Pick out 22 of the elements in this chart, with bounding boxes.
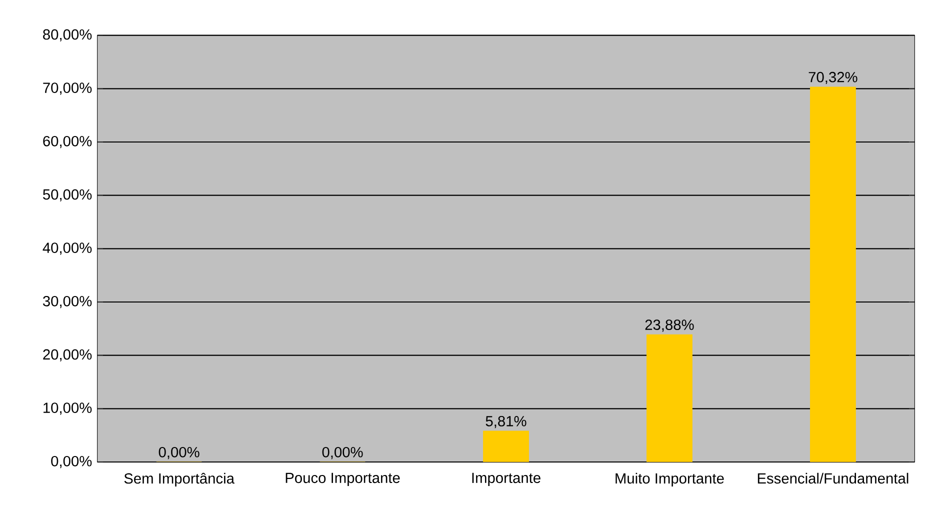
y-tick-label: 60,00% xyxy=(43,136,92,148)
bar xyxy=(646,334,692,462)
data-label: 5,81% xyxy=(486,416,526,428)
x-tick-label: Importante xyxy=(472,472,540,486)
data-label: 0,00% xyxy=(158,446,200,460)
x-tick-label: Pouco Importante xyxy=(286,472,400,486)
x-tick-label: Essencial/Fundamental xyxy=(758,472,908,484)
y-tick-label: 40,00% xyxy=(42,242,92,255)
y-tick-label: 30,00% xyxy=(43,296,92,308)
data-label: 23,88% xyxy=(645,320,694,332)
bar xyxy=(483,430,529,462)
y-tick-label: 80,00% xyxy=(43,29,92,42)
y-tick-label: 0,00% xyxy=(51,456,92,468)
bar xyxy=(810,86,856,462)
y-tick-label: 20,00% xyxy=(43,349,92,362)
y-tick-label: 50,00% xyxy=(43,189,92,202)
y-tick-label: 70,00% xyxy=(43,82,92,95)
y-tick-label: 10,00% xyxy=(44,402,92,415)
data-label: 0,00% xyxy=(322,446,363,460)
data-label: 70,32% xyxy=(808,72,858,84)
x-tick-label: Sem Importância xyxy=(124,472,234,487)
x-tick-label: Muito Importante xyxy=(616,472,724,487)
